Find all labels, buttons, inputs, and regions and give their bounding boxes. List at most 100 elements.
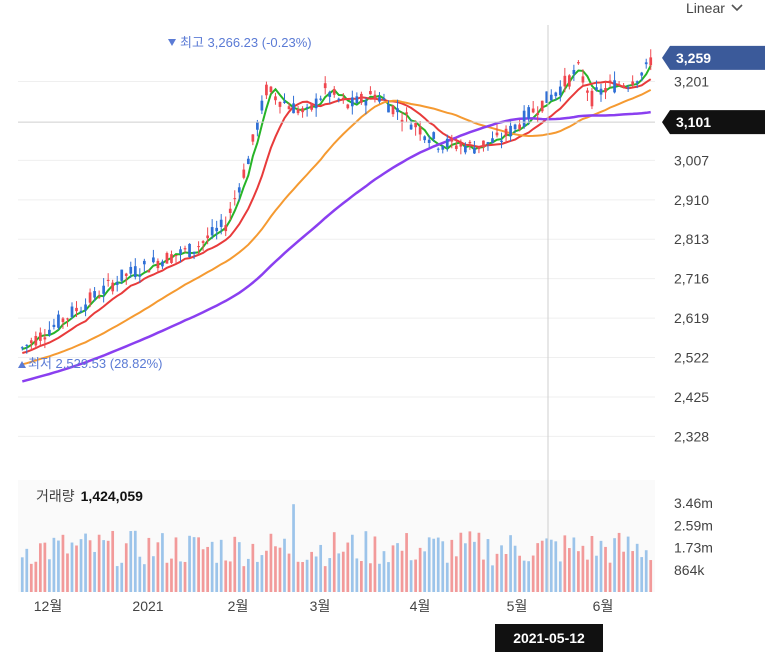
volume-bar <box>29 563 33 592</box>
candle-body <box>305 107 309 109</box>
volume-bar <box>536 543 540 592</box>
volume-bar <box>296 561 300 592</box>
volume-bar <box>427 537 431 592</box>
candle-body <box>84 304 87 311</box>
volume-title: 거래량 <box>36 488 75 504</box>
candle-body <box>513 124 517 130</box>
low-annotation: 최저 2,529.53 (28.82%) <box>28 356 163 371</box>
volume-bar <box>622 551 625 592</box>
volume-bar <box>142 564 146 592</box>
candle-body <box>292 103 295 114</box>
volume-bar <box>323 566 327 592</box>
volume-bar <box>341 551 345 592</box>
volume-bar <box>414 559 417 592</box>
current-price-badge <box>662 45 765 70</box>
volume-bar <box>586 559 589 592</box>
volume-bar <box>450 539 454 592</box>
volume-bar <box>206 546 209 592</box>
price-tick-label: 3,007 <box>674 152 709 168</box>
candle-body <box>323 83 327 89</box>
volume-bar <box>265 550 268 592</box>
candle-body <box>473 147 476 154</box>
candle-body <box>133 266 137 278</box>
volume-bar <box>61 534 65 592</box>
volume-bar <box>161 533 164 592</box>
volume-bar <box>558 561 562 592</box>
volume-bar <box>355 558 359 592</box>
ma60-line <box>22 89 652 366</box>
candle-body <box>509 125 512 137</box>
candle-body <box>296 108 300 114</box>
volume-bar <box>219 539 223 592</box>
volume-bar <box>346 542 350 592</box>
volume-bar <box>310 551 313 592</box>
volume-value: 1,424,059 <box>80 488 143 504</box>
volume-bar <box>509 535 512 592</box>
scale-selector[interactable]: Linear <box>686 0 743 16</box>
candle-body <box>174 255 178 257</box>
candle-body <box>346 104 350 109</box>
candle-body <box>256 122 259 130</box>
candle-body <box>454 145 458 149</box>
candle-body <box>29 340 33 344</box>
candle-body <box>450 138 454 142</box>
candle-body <box>283 101 286 103</box>
candle-body <box>518 124 521 130</box>
volume-bar <box>554 541 558 592</box>
axes: 3,201 3,007 2,910 2,813 2,716 2,619 2,522 2,425… <box>34 74 713 614</box>
moving-average-lines <box>21 65 652 383</box>
volume-bar <box>251 543 255 592</box>
candle-body <box>170 254 173 263</box>
volume-label: 거래량 1,424,059 <box>36 486 143 506</box>
volume-bar <box>364 531 368 592</box>
candle-body <box>120 269 124 281</box>
candle-body <box>414 122 417 128</box>
volume-bar <box>387 562 390 592</box>
candle-body <box>373 94 377 100</box>
x-tick-label: 2021 <box>132 598 163 614</box>
price-tick-label: 2,328 <box>674 428 709 444</box>
volume-bar <box>581 545 585 592</box>
candle-body <box>545 91 549 103</box>
candle-body <box>482 140 485 148</box>
volume-bar <box>111 530 115 592</box>
candle-body <box>477 147 481 150</box>
candle-body <box>341 97 345 100</box>
candle-body <box>558 86 562 96</box>
ma120-line <box>21 110 651 383</box>
candle-body <box>617 84 621 86</box>
candle-body <box>192 251 196 254</box>
volume-bar <box>183 561 187 592</box>
candle-body <box>201 241 205 243</box>
volume-bar <box>188 535 191 592</box>
candle-body <box>441 146 445 150</box>
volume-bar <box>577 551 580 592</box>
volume-bar <box>287 553 291 592</box>
volume-bar <box>48 559 51 592</box>
volume-bar <box>52 537 56 592</box>
candle-body <box>500 140 503 143</box>
volume-bar <box>459 532 463 592</box>
candle-body <box>106 279 110 281</box>
volume-bar <box>57 540 60 592</box>
volume-bar <box>129 531 133 592</box>
candle-body <box>260 100 264 111</box>
volume-bar <box>418 547 422 592</box>
candle-body <box>549 94 553 101</box>
volume-bar <box>210 541 214 592</box>
volume-bar <box>242 566 246 592</box>
candle-body <box>540 100 544 112</box>
candle-body <box>319 98 323 100</box>
candle-body <box>387 104 390 113</box>
candle-body <box>310 103 313 110</box>
candle-body <box>581 76 585 83</box>
ma20-line <box>22 78 652 354</box>
volume-bar <box>441 541 445 592</box>
volume-bar <box>25 548 29 592</box>
candle-body <box>93 291 96 298</box>
candle-body <box>432 132 436 139</box>
volume-bar <box>170 558 173 592</box>
candle-body <box>79 310 83 313</box>
volume-bar <box>319 544 323 592</box>
